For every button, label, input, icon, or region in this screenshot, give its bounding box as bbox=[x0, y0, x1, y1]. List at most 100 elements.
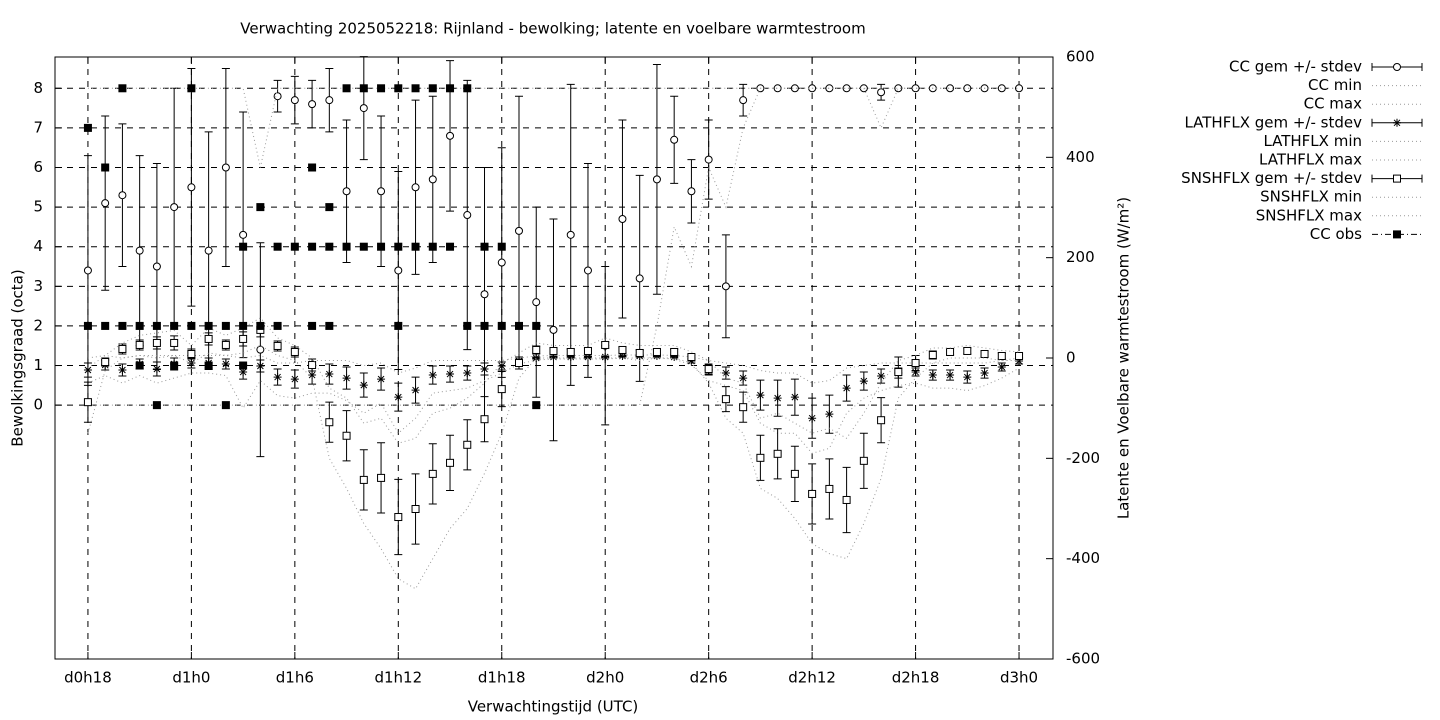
data-point bbox=[101, 358, 110, 367]
data-point bbox=[428, 175, 437, 184]
data-point bbox=[549, 325, 558, 334]
data-point bbox=[446, 242, 455, 251]
data-point bbox=[411, 84, 420, 93]
data-point bbox=[256, 321, 265, 330]
data-point bbox=[497, 258, 506, 267]
data-point bbox=[239, 230, 248, 239]
data-point bbox=[566, 352, 575, 361]
x-tick-label: d2h18 bbox=[892, 669, 940, 687]
data-point bbox=[239, 368, 248, 377]
data-point bbox=[687, 357, 696, 366]
data-point bbox=[221, 401, 230, 410]
y2-tick-label: -600 bbox=[1066, 650, 1100, 668]
y-tick-label: 3 bbox=[33, 277, 43, 295]
data-point bbox=[428, 84, 437, 93]
x-tick-label: d1h18 bbox=[478, 669, 526, 687]
legend-marker bbox=[1393, 63, 1401, 71]
data-point bbox=[739, 96, 748, 105]
data-point bbox=[739, 403, 748, 412]
data-point bbox=[187, 183, 196, 192]
data-point bbox=[687, 352, 696, 361]
data-point bbox=[135, 340, 144, 349]
data-point bbox=[808, 489, 817, 498]
data-point bbox=[532, 345, 541, 354]
data-point bbox=[83, 366, 92, 375]
data-point bbox=[342, 431, 351, 440]
data-point bbox=[359, 475, 368, 484]
data-point bbox=[842, 84, 851, 93]
data-point bbox=[290, 375, 299, 384]
data-point bbox=[463, 211, 472, 220]
x-tick-label: d2h12 bbox=[788, 669, 836, 687]
data-point bbox=[446, 458, 455, 467]
data-point bbox=[135, 321, 144, 330]
x-tick-label: d0h18 bbox=[64, 669, 112, 687]
data-point bbox=[825, 84, 834, 93]
data-point bbox=[790, 469, 799, 478]
data-point bbox=[877, 372, 886, 381]
data-point bbox=[273, 242, 282, 251]
data-point bbox=[463, 440, 472, 449]
data-point bbox=[480, 290, 489, 299]
data-point bbox=[497, 321, 506, 330]
data-point bbox=[842, 384, 851, 393]
data-point bbox=[894, 368, 903, 377]
data-point bbox=[221, 321, 230, 330]
data-point bbox=[204, 321, 213, 330]
data-point bbox=[514, 321, 523, 330]
y2-tick-label: 600 bbox=[1066, 48, 1095, 66]
y2-tick-label: 200 bbox=[1066, 248, 1095, 266]
data-point bbox=[480, 415, 489, 424]
data-point bbox=[83, 321, 92, 330]
data-point bbox=[325, 203, 334, 212]
data-point bbox=[187, 349, 196, 358]
data-point bbox=[308, 361, 317, 370]
data-point bbox=[359, 84, 368, 93]
data-point bbox=[721, 395, 730, 404]
data-point bbox=[652, 175, 661, 184]
data-point bbox=[859, 377, 868, 386]
data-point bbox=[273, 373, 282, 382]
data-point bbox=[377, 473, 386, 482]
y-tick-label: 5 bbox=[33, 198, 43, 216]
data-point bbox=[480, 365, 489, 374]
data-point bbox=[273, 341, 282, 350]
data-point bbox=[394, 393, 403, 402]
data-point bbox=[670, 347, 679, 356]
data-point bbox=[997, 351, 1006, 360]
data-point bbox=[152, 321, 161, 330]
legend-label: LATHFLX max bbox=[1259, 151, 1362, 169]
data-point bbox=[308, 100, 317, 109]
data-point bbox=[446, 131, 455, 140]
data-point bbox=[152, 401, 161, 410]
data-point bbox=[463, 321, 472, 330]
data-point bbox=[170, 361, 179, 370]
data-point bbox=[997, 84, 1006, 93]
data-point bbox=[532, 401, 541, 410]
y-tick-label: 4 bbox=[33, 237, 43, 255]
data-point bbox=[187, 84, 196, 93]
data-point bbox=[808, 414, 817, 423]
y2-tick-label: -400 bbox=[1066, 549, 1100, 567]
data-point bbox=[859, 456, 868, 465]
data-point bbox=[221, 340, 230, 349]
data-point bbox=[773, 394, 782, 403]
data-point bbox=[635, 274, 644, 283]
legend-label: LATHFLX gem +/- stdev bbox=[1184, 113, 1362, 131]
y-tick-label: 1 bbox=[33, 356, 43, 374]
data-point bbox=[618, 351, 627, 360]
data-point bbox=[514, 359, 523, 368]
data-point bbox=[170, 338, 179, 347]
data-point bbox=[394, 84, 403, 93]
data-point bbox=[652, 347, 661, 356]
data-point bbox=[980, 349, 989, 358]
legend-label: SNSHFLX max bbox=[1256, 206, 1362, 224]
data-point bbox=[618, 345, 627, 354]
data-point bbox=[118, 366, 127, 375]
legend-label: SNSHFLX min bbox=[1260, 188, 1362, 206]
data-point bbox=[377, 242, 386, 251]
data-point bbox=[256, 203, 265, 212]
data-point bbox=[963, 346, 972, 355]
data-point bbox=[842, 495, 851, 504]
data-point bbox=[325, 96, 334, 105]
